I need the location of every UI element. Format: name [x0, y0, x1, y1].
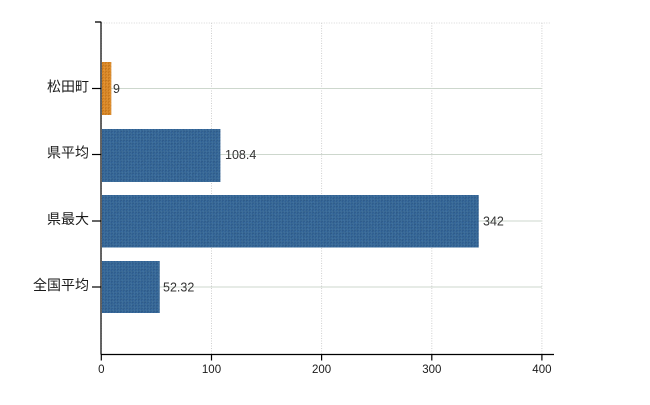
svg-text:200: 200: [312, 364, 331, 376]
svg-text:300: 300: [422, 364, 441, 376]
svg-text:400: 400: [532, 364, 551, 376]
svg-text:県平均: 県平均: [47, 145, 89, 161]
svg-text:松田町: 松田町: [47, 79, 89, 95]
svg-text:県最大: 県最大: [47, 211, 89, 227]
svg-text:0: 0: [98, 364, 104, 376]
svg-text:342: 342: [483, 215, 504, 229]
svg-text:108.4: 108.4: [225, 148, 256, 162]
svg-text:52.32: 52.32: [163, 281, 194, 295]
svg-text:100: 100: [202, 364, 221, 376]
svg-text:全国平均: 全国平均: [33, 277, 89, 293]
svg-text:9: 9: [113, 82, 120, 96]
